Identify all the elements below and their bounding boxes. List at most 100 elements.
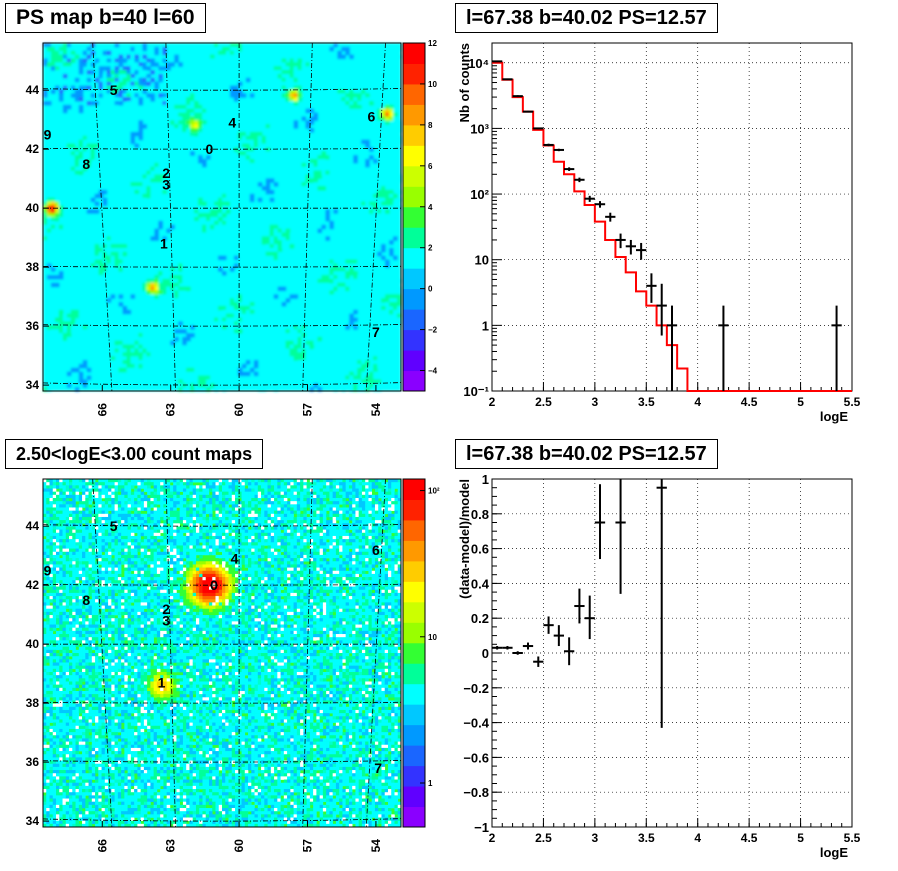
ps-map-xtick-66: 66 bbox=[95, 403, 109, 417]
residuals-ytick-8: 0.6 bbox=[471, 542, 489, 557]
data-point-11 bbox=[605, 212, 616, 222]
spectrum-ytick-5: 10⁴ bbox=[468, 56, 489, 71]
residual-point-3 bbox=[522, 642, 534, 650]
count-map-xtick-60: 60 bbox=[232, 839, 246, 853]
count-map-coordinate-grid bbox=[42, 478, 402, 828]
count-map-source-6: 6 bbox=[372, 542, 380, 558]
title-ps-map: PS map b=40 l=60 bbox=[5, 3, 206, 33]
ps-map-ytick-36: 36 bbox=[26, 319, 40, 333]
ps-map-cbar-tick-6: 0 bbox=[428, 285, 433, 294]
data-point-3 bbox=[522, 110, 534, 113]
count-map-source-5: 5 bbox=[110, 518, 118, 534]
residuals-ylabel: (data-model)/model bbox=[457, 479, 472, 599]
ps-map-colorbar: 12 10 8 6 4 2 0 −2 −4 bbox=[402, 39, 438, 392]
residual-point-7 bbox=[564, 637, 575, 666]
residuals-xtick-5.5: 5.5 bbox=[844, 831, 861, 845]
ps-map-cbar-tick-4: 4 bbox=[428, 203, 433, 212]
count-map-cells bbox=[43, 479, 402, 828]
ps-map-coordinate-grid bbox=[42, 42, 402, 392]
count-map-source-3: 3 bbox=[162, 613, 170, 629]
ps-map-ytick-40: 40 bbox=[26, 201, 40, 215]
ps-map-cells bbox=[43, 43, 402, 392]
residuals-xtick-3: 3 bbox=[592, 831, 599, 845]
title-residuals: l=67.38 b=40.02 PS=12.57 bbox=[455, 439, 718, 469]
ps-map-ytick-44: 44 bbox=[26, 83, 40, 97]
spectrum-xtick-2: 2 bbox=[489, 395, 496, 409]
residual-point-2 bbox=[512, 651, 523, 655]
residual-point-4 bbox=[533, 656, 544, 667]
count-map-source-2: 2 bbox=[162, 601, 170, 617]
data-point-12 bbox=[615, 233, 626, 249]
spectrum-xlabel: logE bbox=[820, 409, 848, 424]
count-map-source-7: 7 bbox=[374, 760, 382, 776]
data-point-17 bbox=[666, 305, 678, 391]
ps-map-cbar-tick-2: 8 bbox=[428, 121, 433, 130]
residual-point-1 bbox=[502, 646, 513, 650]
ps-map-frame bbox=[42, 42, 402, 392]
data-point-16 bbox=[656, 283, 667, 336]
ps-map-source-9: 9 bbox=[44, 126, 52, 142]
count-map-source-1: 1 bbox=[158, 674, 166, 690]
residuals-ytick-6: 0.2 bbox=[471, 611, 489, 626]
data-point-8 bbox=[574, 177, 585, 183]
residuals-ytick-10: 1 bbox=[482, 472, 489, 487]
residuals-xtick-3.5: 3.5 bbox=[638, 831, 655, 845]
count-map-cbar-tick-1: 10 bbox=[428, 633, 437, 642]
residuals-ytick-5: 0 bbox=[482, 646, 489, 661]
data-point-7 bbox=[564, 167, 575, 171]
count-map-frame bbox=[42, 478, 402, 828]
data-point-18 bbox=[718, 305, 729, 391]
count-map-source-4: 4 bbox=[231, 551, 239, 567]
spectrum-xtick-3: 3 bbox=[592, 395, 599, 409]
count-map-ytick-38: 38 bbox=[26, 696, 40, 710]
ps-map-ytick-42: 42 bbox=[26, 142, 40, 156]
count-map-ytick-44: 44 bbox=[26, 519, 40, 533]
residuals-xtick-2: 2 bbox=[489, 831, 496, 845]
residual-point-5 bbox=[543, 616, 554, 634]
data-point-2 bbox=[512, 95, 523, 98]
spectrum-xtick-4.5: 4.5 bbox=[741, 395, 758, 409]
ps-map-ytick-38: 38 bbox=[26, 260, 40, 274]
spectrum-xtick-5: 5 bbox=[797, 395, 804, 409]
spectrum-xtick-4: 4 bbox=[694, 395, 701, 409]
count-map-source-9: 9 bbox=[44, 562, 52, 578]
count-map-ytick-36: 36 bbox=[26, 755, 40, 769]
residual-point-6 bbox=[553, 625, 564, 647]
ps-map-cbar-tick-0: 12 bbox=[428, 39, 437, 48]
data-point-9 bbox=[584, 195, 595, 202]
ps-map-cbar-tick-8: −4 bbox=[428, 367, 438, 376]
residual-point-10 bbox=[594, 484, 606, 560]
residuals-ytick-2: −0.6 bbox=[463, 750, 489, 765]
residuals-xtick-2.5: 2.5 bbox=[535, 831, 552, 845]
data-point-0 bbox=[492, 60, 503, 63]
data-point-1 bbox=[502, 78, 513, 81]
residuals-ytick-3: −0.4 bbox=[463, 716, 489, 731]
count-map-ytick-42: 42 bbox=[26, 578, 40, 592]
residual-point-11 bbox=[615, 479, 626, 594]
spectrum-ytick-2: 10 bbox=[475, 253, 489, 268]
ps-map-xtick-57: 57 bbox=[301, 403, 315, 417]
residuals-ytick-0: −1 bbox=[474, 820, 489, 835]
count-map-xtick-54: 54 bbox=[369, 839, 383, 853]
count-map-xtick-57: 57 bbox=[301, 839, 315, 853]
ps-map-cbar-tick-7: −2 bbox=[428, 326, 438, 335]
count-map-ytick-40: 40 bbox=[26, 637, 40, 651]
ps-map-xtick-63: 63 bbox=[164, 403, 178, 417]
count-map-cbar-tick-2: 1 bbox=[428, 779, 433, 788]
data-point-4 bbox=[533, 127, 544, 130]
ps-map-source-7: 7 bbox=[372, 324, 380, 340]
ps-map-cbar-tick-1: 10 bbox=[428, 80, 437, 89]
data-point-14 bbox=[636, 242, 647, 260]
spectrum-ytick-3: 10² bbox=[470, 187, 489, 202]
residuals-xtick-5: 5 bbox=[797, 831, 804, 845]
title-count-map: 2.50<logE<3.00 count maps bbox=[5, 439, 264, 469]
residual-point-12 bbox=[656, 479, 667, 728]
spectrum-xtick-5.5: 5.5 bbox=[844, 395, 861, 409]
residual-point-9 bbox=[584, 595, 595, 640]
residuals-grid bbox=[492, 479, 852, 827]
count-map-ytick-34: 34 bbox=[26, 814, 40, 828]
data-point-13 bbox=[625, 239, 636, 255]
